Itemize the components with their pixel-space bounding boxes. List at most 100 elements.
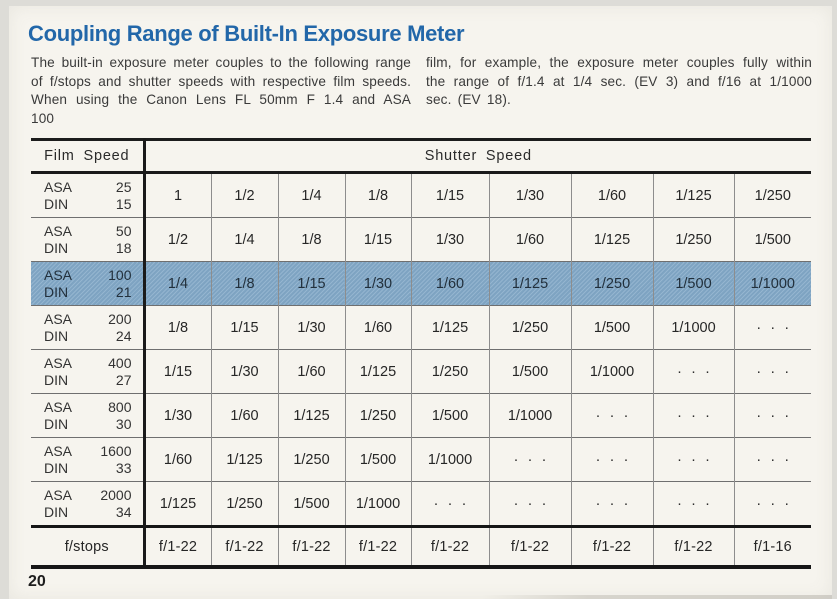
film-speed-line: DIN 21: [31, 284, 143, 301]
shutter-speed-cell: 1/60: [410, 261, 489, 306]
fstops-label-cell: f/stops: [31, 525, 146, 567]
shutter-speed-cell: 1/1000: [344, 481, 411, 527]
fstop-cell: f/1-22: [210, 525, 278, 567]
shutter-speed-cell: 1/4: [210, 217, 278, 262]
table-row: ASA 400 DIN 27 1/15 1/30 1/60 1/125 1/250 1/500 1/…: [31, 349, 812, 394]
shutter-speed-cell: ···: [733, 437, 812, 482]
intro-left-column: The built-in exposure meter couples to t…: [31, 55, 411, 126]
shutter-speed-cell: 1/500: [344, 437, 411, 482]
shutter-speed-cell: 1/250: [344, 393, 411, 438]
shutter-speed-cell: 1/60: [143, 437, 211, 482]
shutter-speed-cell: 1/500: [410, 393, 489, 438]
shutter-speed-cell: ···: [733, 349, 812, 394]
shutter-speed-cell: 1/125: [652, 172, 734, 218]
asa-label: ASA: [44, 398, 73, 415]
shutter-speed-cell: ···: [652, 437, 734, 482]
fstop-cell: f/1-22: [488, 525, 571, 567]
shutter-speed-cell: 1/30: [143, 393, 211, 438]
coupling-range-table: Film Speed Shutter Speed ASA 25 DIN 15 1 1/2 1…: [31, 138, 812, 569]
film-speed-line: ASA 400: [31, 355, 143, 372]
film-speed-line: DIN 15: [31, 196, 143, 213]
page-title: Coupling Range of Built-In Exposure Mete…: [28, 21, 465, 46]
shutter-speed-cell: 1/125: [277, 393, 345, 438]
din-value: 27: [115, 371, 132, 388]
shutter-speed-cell: ···: [652, 349, 734, 394]
din-label: DIN: [44, 503, 69, 520]
shutter-speed-cell: 1/125: [410, 305, 489, 350]
shutter-speed-cell: 1/125: [344, 349, 411, 394]
shutter-speed-cell: 1/60: [570, 172, 653, 218]
din-value: 18: [115, 239, 132, 256]
shutter-speed-cell: 1/60: [277, 349, 345, 394]
table-row: ASA 200 DIN 24 1/8 1/15 1/30 1/60 1/125 1/250 1/50…: [31, 305, 812, 350]
film-speed-header: Film Speed: [31, 139, 146, 174]
asa-value: 2000: [100, 486, 132, 503]
shutter-speed-cell: 1/8: [210, 261, 278, 306]
shutter-speed-cell: 1/15: [277, 261, 345, 306]
shutter-speed-cell: 1/1000: [410, 437, 489, 482]
din-label: DIN: [44, 283, 69, 300]
film-speed-line: DIN 27: [31, 372, 143, 389]
shutter-speed-cell: 1/8: [143, 305, 211, 350]
asa-value: 1600: [100, 442, 132, 459]
shutter-speed-cell: 1/4: [277, 172, 345, 218]
fstop-cell: f/1-22: [570, 525, 653, 567]
din-value: 30: [115, 415, 132, 432]
shutter-speed-cell: 1/15: [410, 172, 489, 218]
scan-edge-artifact: [482, 595, 832, 599]
table-row: ASA 25 DIN 15 1 1/2 1/4 1/8 1/15 1/30 1/60 1/125 1/2…: [31, 172, 812, 218]
shutter-speed-cell: 1/125: [143, 481, 211, 527]
shutter-speed-cell: ···: [570, 393, 653, 438]
asa-value: 25: [115, 178, 132, 195]
table-header-row: Film Speed Shutter Speed: [31, 139, 812, 174]
shutter-speed-cell: 1/1000: [652, 305, 734, 350]
shutter-speed-cell: 1/250: [488, 305, 571, 350]
fstop-cell: f/1-22: [410, 525, 489, 567]
film-speed-line: ASA 50: [31, 223, 143, 240]
shutter-speed-cell: 1/125: [488, 261, 571, 306]
intro-right-column: film, for example, the exposure meter co…: [426, 55, 812, 107]
din-value: 21: [115, 283, 132, 300]
asa-label: ASA: [44, 266, 73, 283]
shutter-speed-cell: 1/250: [652, 217, 734, 262]
shutter-speed-cell: 1/125: [570, 217, 653, 262]
film-speed-cell: ASA 1600 DIN 33: [31, 437, 146, 482]
film-speed-line: DIN 34: [31, 504, 143, 521]
film-speed-line: ASA 200: [31, 311, 143, 328]
din-label: DIN: [44, 327, 69, 344]
shutter-speed-cell: 1/250: [210, 481, 278, 527]
shutter-speed-cell: ···: [652, 393, 734, 438]
shutter-speed-cell: 1/500: [488, 349, 571, 394]
shutter-speed-cell: 1/500: [277, 481, 345, 527]
asa-value: 800: [108, 398, 132, 415]
film-speed-line: DIN 30: [31, 416, 143, 433]
shutter-speed-cell: 1/500: [652, 261, 734, 306]
din-label: DIN: [44, 415, 69, 432]
table-row: ASA 50 DIN 18 1/2 1/4 1/8 1/15 1/30 1/60 1/125 1/25…: [31, 217, 812, 262]
shutter-speed-cell: 1/500: [733, 217, 812, 262]
shutter-speed-cell: 1/30: [210, 349, 278, 394]
fstops-row: f/stops f/1-22 f/1-22 f/1-22 f/1-22 f/1-22 f/1…: [31, 525, 812, 567]
asa-label: ASA: [44, 354, 73, 371]
film-speed-cell: ASA 100 DIN 21: [31, 261, 146, 306]
din-label: DIN: [44, 239, 69, 256]
shutter-speed-cell: ···: [652, 481, 734, 527]
shutter-speed-cell: 1/125: [210, 437, 278, 482]
film-speed-line: ASA 100: [31, 267, 143, 284]
asa-label: ASA: [44, 442, 73, 459]
asa-label: ASA: [44, 178, 73, 195]
shutter-speed-cell: 1/250: [277, 437, 345, 482]
fstop-cell: f/1-22: [652, 525, 734, 567]
shutter-speed-cell: ···: [488, 437, 571, 482]
table-row: ASA 1600 DIN 33 1/60 1/125 1/250 1/500 1/1000 ···…: [31, 437, 812, 482]
table-row: ASA 800 DIN 30 1/30 1/60 1/125 1/250 1/500 1/1000…: [31, 393, 812, 438]
shutter-speed-cell: ···: [733, 481, 812, 527]
page-number: 20: [28, 573, 46, 590]
shutter-speed-cell: 1/2: [210, 172, 278, 218]
shutter-speed-cell: ···: [733, 393, 812, 438]
shutter-speed-cell: ···: [410, 481, 489, 527]
din-label: DIN: [44, 371, 69, 388]
shutter-speed-cell: 1/15: [210, 305, 278, 350]
film-speed-line: ASA 800: [31, 399, 143, 416]
table-row: ASA 2000 DIN 34 1/125 1/250 1/500 1/1000 ··· ··· ·…: [31, 481, 812, 527]
